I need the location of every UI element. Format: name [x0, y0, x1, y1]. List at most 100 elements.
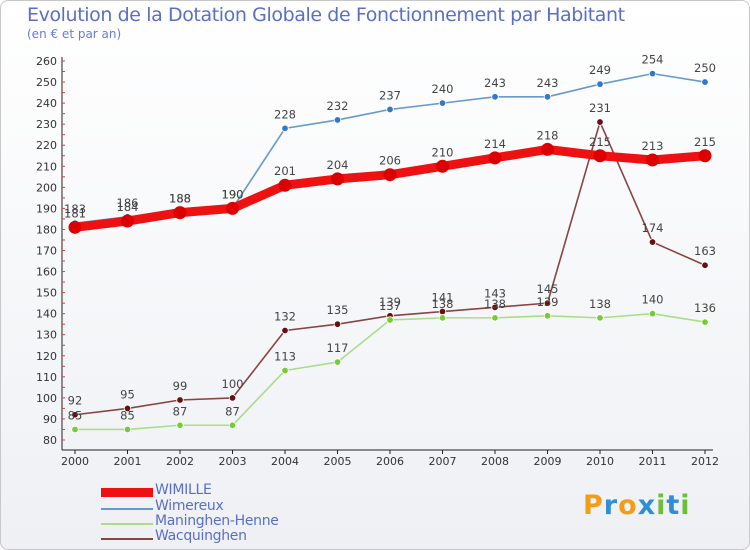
data-point-wimille: [383, 168, 397, 182]
data-label-wimille: 214: [484, 137, 506, 151]
x-tick-label: 2003: [219, 455, 247, 468]
data-point-wacquinghen: [701, 261, 709, 269]
x-tick-label: 2012: [691, 455, 719, 468]
y-tick-label: 160: [36, 266, 57, 279]
data-label-wacquinghen: 174: [642, 221, 664, 235]
data-label-wimereux: 186: [117, 196, 139, 210]
data-label-wimereux: 243: [484, 76, 506, 90]
data-label-wacquinghen: 231: [589, 101, 611, 115]
data-label-maninghen-henne: 138: [432, 297, 454, 311]
x-tick-label: 2010: [586, 455, 614, 468]
data-label-wimille: 206: [379, 154, 401, 168]
data-point-maninghen-henne: [701, 318, 709, 326]
y-tick-label: 170: [36, 245, 57, 258]
data-label-wacquinghen: 143: [484, 286, 506, 300]
data-point-wimille: [646, 153, 659, 167]
data-point-wimille: [436, 159, 449, 173]
data-label-wimille: 210: [432, 145, 454, 159]
data-label-maninghen-henne: 85: [68, 408, 83, 422]
x-tick-label: 2006: [376, 455, 404, 468]
logo-letter: P: [583, 490, 604, 521]
data-point-wimille: [593, 149, 607, 163]
data-point-wimille: [68, 220, 82, 234]
x-tick-label: 2008: [481, 455, 509, 468]
data-point-wimille: [488, 151, 502, 165]
data-label-wimille: 213: [642, 139, 664, 153]
y-tick-label: 210: [36, 160, 57, 173]
data-point-maninghen-henne: [491, 314, 499, 322]
data-point-wacquinghen: [176, 396, 184, 404]
data-point-maninghen-henne: [228, 421, 237, 429]
data-label-wimille: 181: [64, 206, 86, 220]
data-point-wacquinghen: [596, 118, 604, 126]
data-label-maninghen-henne: 140: [642, 293, 664, 307]
data-label-maninghen-henne: 138: [484, 297, 506, 311]
data-point-wimereux: [386, 105, 394, 114]
y-tick-label: 220: [36, 139, 57, 152]
data-point-wimereux: [543, 93, 552, 101]
x-tick-label: 2002: [166, 455, 194, 468]
legend-label-wimereux: Wimereux: [155, 498, 224, 514]
y-tick-label: 100: [36, 392, 57, 405]
data-label-wimille: 190: [222, 187, 244, 201]
data-point-wimille: [541, 142, 554, 156]
logo-letter: o: [618, 490, 638, 521]
data-label-maninghen-henne: 87: [225, 404, 240, 418]
data-label-wimereux: 250: [694, 61, 716, 75]
data-point-wacquinghen: [123, 404, 132, 413]
x-tick-label: 2009: [534, 455, 562, 468]
data-label-wimereux: 237: [379, 88, 401, 102]
data-point-maninghen-henne: [438, 314, 447, 322]
data-point-wimille: [698, 149, 712, 163]
data-label-wacquinghen: 139: [379, 295, 401, 309]
data-point-wimereux: [333, 116, 342, 124]
data-point-maninghen-henne: [71, 425, 79, 434]
legend-swatch-wimereux: [101, 508, 153, 510]
data-point-wimereux: [648, 69, 657, 78]
y-tick-label: 110: [36, 371, 57, 384]
data-label-wacquinghen: 92: [68, 394, 83, 408]
y-tick-label: 190: [36, 202, 57, 215]
chart-title: Evolution de la Dotation Globale de Fonc…: [27, 4, 625, 26]
data-label-wimereux: 240: [432, 82, 454, 96]
data-point-maninghen-henne: [281, 366, 289, 375]
data-label-maninghen-henne: 139: [537, 295, 559, 309]
data-label-wacquinghen: 141: [432, 291, 454, 305]
y-tick-label: 250: [36, 76, 57, 89]
data-point-wacquinghen: [491, 303, 499, 312]
y-tick-label: 90: [43, 413, 57, 426]
data-label-wimereux: 232: [327, 99, 349, 113]
logo-letter: r: [603, 490, 619, 521]
data-point-wimereux: [701, 78, 709, 86]
y-tick-label: 150: [36, 287, 57, 300]
data-point-wimereux: [596, 80, 604, 88]
y-tick-label: 80: [43, 434, 57, 447]
data-label-maninghen-henne: 137: [379, 299, 401, 313]
data-point-wacquinghen: [543, 299, 552, 307]
legend-swatch-wacquinghen: [101, 538, 153, 540]
data-point-wacquinghen: [71, 411, 79, 419]
data-label-wimereux: 228: [274, 107, 296, 121]
data-point-maninghen-henne: [543, 312, 552, 320]
y-tick-label: 230: [36, 118, 57, 131]
proxiti-logo: Proxiti: [583, 490, 691, 521]
x-tick-label: 2007: [429, 455, 457, 468]
data-label-wimille: 215: [694, 135, 716, 149]
data-label-maninghen-henne: 85: [120, 408, 135, 422]
data-label-maninghen-henne: 136: [694, 301, 716, 315]
data-point-wimereux: [438, 99, 447, 107]
data-label-wimille: 215: [589, 135, 611, 149]
data-point-maninghen-henne: [596, 314, 604, 322]
data-label-wimereux: 243: [537, 76, 559, 90]
legend-label-wimille: WIMILLE: [155, 482, 212, 498]
legend-label-maninghen-henne: Maninghen-Henne: [155, 513, 279, 529]
data-label-wacquinghen: 132: [274, 310, 296, 324]
legend-label-wacquinghen: Wacquinghen: [155, 528, 247, 544]
legend-swatch-wimille: [101, 488, 153, 497]
y-tick-label: 180: [36, 223, 57, 236]
data-label-wimille: 218: [537, 128, 559, 142]
data-point-wimille: [331, 172, 344, 186]
y-tick-label: 240: [36, 97, 57, 110]
data-point-wimille: [226, 201, 239, 215]
